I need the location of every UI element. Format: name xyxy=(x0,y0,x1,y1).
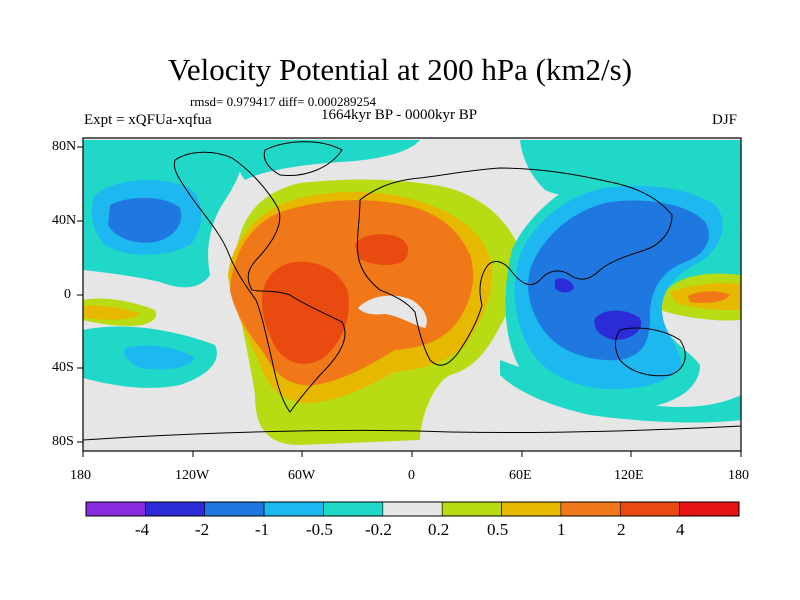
colorbar-swatch xyxy=(501,501,562,517)
y-tick-label: 40S xyxy=(52,360,74,375)
colorbar-label: -0.2 xyxy=(365,520,392,539)
colorbar-swatch xyxy=(204,501,265,517)
colorbar-swatch xyxy=(679,501,740,517)
contour-gap-west-africa xyxy=(358,295,427,328)
colorbar-label: 1 xyxy=(557,520,566,539)
contour-negative-south xyxy=(500,360,741,423)
coastlines xyxy=(83,141,741,441)
x-tick-label: 0 xyxy=(408,468,415,483)
x-tick-label: 60W xyxy=(288,468,316,483)
colorbar-label: 0.2 xyxy=(428,520,450,539)
contour-positive-2-n xyxy=(355,234,409,265)
contour-negative-ip-3 xyxy=(594,310,642,340)
colorbar-swatch xyxy=(619,501,680,517)
colorbar-label: -2 xyxy=(195,520,210,539)
contour-positive-epac-inner xyxy=(83,305,140,320)
colorbar-label: 4 xyxy=(676,520,685,539)
colorbar xyxy=(85,501,740,517)
contour-negative-ip-4 xyxy=(555,278,574,293)
contour-negative-npac-core xyxy=(108,197,182,243)
colorbar-swatch xyxy=(85,501,146,517)
colorbar-swatch xyxy=(323,501,384,517)
y-tick-label: 80N xyxy=(52,139,77,154)
contour-negative-spac-inner xyxy=(124,345,195,370)
stats-line: rmsd= 0.979417 diff= 0.000289254 xyxy=(190,94,376,109)
colorbar-label: 2 xyxy=(617,520,626,539)
plot-title: Velocity Potential at 200 hPa (km2/s) xyxy=(167,52,633,87)
colorbar-frame xyxy=(85,501,740,517)
colorbar-swatch xyxy=(382,501,443,517)
colorbar-swatch xyxy=(263,501,324,517)
x-tick-label: 120W xyxy=(175,468,210,483)
colorbar-swatch xyxy=(441,501,502,517)
contour-field xyxy=(83,138,741,451)
x-tick-label: 180 xyxy=(70,468,91,483)
y-tick-label: 40N xyxy=(52,213,77,228)
colorbar-label: -4 xyxy=(135,520,150,539)
axis-ticks xyxy=(77,146,742,457)
colorbar-swatch xyxy=(145,501,206,517)
colorbar-label: -1 xyxy=(255,520,270,539)
period-label: 1664kyr BP - 0000kyr BP xyxy=(321,107,478,123)
contour-negative-ip-2 xyxy=(528,200,709,361)
colorbar-label: -0.5 xyxy=(306,520,333,539)
experiment-label: Expt = xQFUa-xqfua xyxy=(84,112,212,128)
x-tick-label: 120E xyxy=(614,468,644,483)
x-tick-label: 60E xyxy=(509,468,532,483)
y-tick-label: 80S xyxy=(52,434,74,449)
colorbar-swatch xyxy=(560,501,621,517)
contour-positive-wpac-core xyxy=(688,291,730,303)
contour-negative-atl xyxy=(236,140,420,180)
contour-positive-2 xyxy=(262,261,349,364)
colorbar-label: 0.5 xyxy=(487,520,509,539)
y-tick-label: 0 xyxy=(64,287,71,302)
x-tick-label: 180 xyxy=(728,468,749,483)
season-label: DJF xyxy=(712,112,738,128)
